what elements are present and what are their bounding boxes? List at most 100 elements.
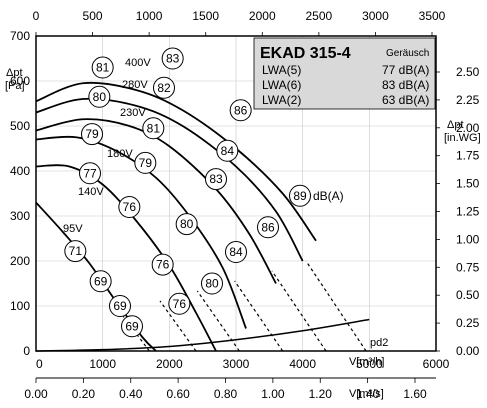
top-tick-label-5: 2500	[306, 9, 333, 23]
volt-label-230v: 230V	[120, 107, 146, 119]
db-marker-value: 83	[209, 172, 223, 186]
db-marker-4: 86	[229, 99, 252, 122]
pd2-curve	[35, 318, 370, 352]
db-marker-circle	[118, 196, 141, 218]
volt-label-95v: 95V	[63, 223, 83, 235]
db-marker-value: 79	[139, 156, 153, 170]
bottom-tick-label-4: 0.80	[214, 387, 238, 401]
bottom-tick-label-8: 1.60	[403, 387, 427, 401]
top-axis-ticks: 0 500 1000 1500 2000 2500 3000 3500	[33, 9, 446, 36]
curve-280v	[35, 97, 304, 262]
db-marker-0: 81	[91, 56, 114, 79]
db-marker-value: 89	[293, 189, 307, 203]
db-marker-circle	[88, 85, 111, 108]
top-tick-label-2: 1000	[136, 9, 163, 23]
right-tick-label-0: 0.00	[456, 344, 480, 358]
db-marker-value: 69	[125, 319, 139, 333]
bottom-tick-label-5: 1.00	[261, 387, 285, 401]
db-marker-14: 86	[257, 216, 279, 239]
main-tick-label-2: 2000	[156, 357, 183, 371]
right-tick-label-6: 1.50	[456, 177, 480, 191]
system-line-3	[234, 280, 284, 352]
db-marker-value: 80	[93, 90, 107, 104]
db-marker-9: 79	[134, 151, 157, 174]
db-marker-3: 82	[153, 76, 175, 99]
bottom-axis-ticks: 0.00 0.20 0.40 0.60 0.80 1.00 1.20 1.40 1.60	[24, 377, 436, 401]
db-marker-value: 81	[147, 121, 161, 135]
left-axis-label: Δpt	[6, 67, 23, 79]
db-marker-value: 76	[173, 297, 187, 311]
db-marker-21: 76	[168, 292, 191, 315]
bottom-tick-label-2: 0.40	[119, 387, 143, 401]
db-marker-value: 69	[113, 299, 127, 313]
bottom-tick-label-0: 0.00	[24, 387, 48, 401]
legend-row-1-label: LWA(5)	[262, 63, 301, 77]
top-tick-label-1: 500	[83, 9, 103, 23]
db-marker-circle	[121, 315, 143, 338]
left-tick-label-1: 100	[10, 299, 30, 313]
db-marker-circle	[257, 216, 279, 239]
db-marker-value: 84	[229, 245, 243, 259]
volt-label-280v: 280V	[122, 79, 148, 91]
db-marker-circle	[168, 292, 191, 315]
db-marker-circle	[205, 168, 227, 191]
db-marker-value: 77	[83, 166, 97, 180]
right-axis-unit: [in.WG]	[444, 132, 481, 144]
top-tick-label-7: 3500	[419, 9, 446, 23]
right-tick-label-5: 1.25	[456, 205, 480, 219]
db-marker-value: 81	[96, 61, 110, 75]
db-marker-value: 69	[94, 274, 108, 288]
left-tick-label-2: 200	[10, 254, 30, 268]
db-marker-circle	[64, 240, 87, 263]
right-axis-ticks: 0.00 0.25 0.50 0.75 1.00 1.25 1.50 1.75 2.00 2.25…	[436, 65, 480, 358]
db-marker-value: 76	[123, 200, 137, 214]
bottom-tick-label-6: 1.20	[309, 387, 333, 401]
right-tick-label-10: 2.50	[456, 65, 480, 79]
db-marker-value: 86	[261, 220, 275, 234]
main-tick-label-6: 6000	[423, 357, 450, 371]
db-marker-value: 80	[205, 277, 219, 291]
dynamic-pressure-line	[35, 318, 370, 352]
db-marker-circle	[229, 99, 252, 122]
curve-230v	[35, 118, 277, 284]
pd2-label: pd2	[370, 337, 388, 349]
right-tick-label-8: 2.00	[456, 121, 480, 135]
db-marker-15: 71	[64, 240, 87, 263]
bottom-tick-label-1: 0.20	[72, 387, 96, 401]
bottom-tick-label-7: 1.40	[356, 387, 380, 401]
top-tick-label-0: 0	[33, 9, 40, 23]
db-marker-18: 76	[151, 253, 174, 276]
db-marker-13: 80	[175, 213, 198, 236]
db-marker-11: 89 dB(A)	[289, 184, 344, 207]
curve-400v	[35, 81, 317, 242]
db-marker-7: 84	[216, 139, 239, 162]
main-tick-label-4: 4000	[289, 357, 316, 371]
db-marker-value: 80	[180, 217, 194, 231]
legend-row-2-label: LWA(6)	[262, 78, 301, 92]
top-tick-label-3: 1500	[192, 9, 219, 23]
db-marker-2: 80	[88, 85, 111, 108]
right-tick-label-4: 1.00	[456, 232, 480, 246]
db-marker-circle	[175, 213, 198, 236]
main-tick-label-5: 5000	[356, 357, 383, 371]
db-marker-circle	[79, 162, 101, 185]
volt-label-400v: 400V	[125, 57, 151, 69]
right-tick-label-1: 0.25	[456, 316, 480, 330]
db-marker-22: 69	[121, 315, 143, 338]
right-tick-label-7: 1.75	[456, 149, 480, 163]
left-axis-unit: [Pa]	[5, 80, 25, 92]
left-tick-label-7: 700	[10, 29, 30, 43]
db-marker-value: 76	[156, 258, 170, 272]
db-marker-value: 84	[221, 144, 235, 158]
legend-title: EKAD 315-4	[260, 45, 351, 62]
db-marker-12: 76	[118, 196, 141, 218]
system-line-5	[305, 260, 367, 352]
db-marker-19: 69	[109, 295, 131, 317]
db-marker-1: 83	[161, 47, 184, 70]
db-marker-circle	[89, 270, 112, 293]
legend-row-3-label: LWA(2)	[262, 93, 301, 107]
left-axis-ticks: 0 100 200 300 400 500 600 700	[10, 29, 30, 358]
curve-140v	[35, 164, 217, 352]
db-marker-20: 80	[201, 272, 223, 295]
left-tick-label-5: 500	[10, 119, 30, 133]
